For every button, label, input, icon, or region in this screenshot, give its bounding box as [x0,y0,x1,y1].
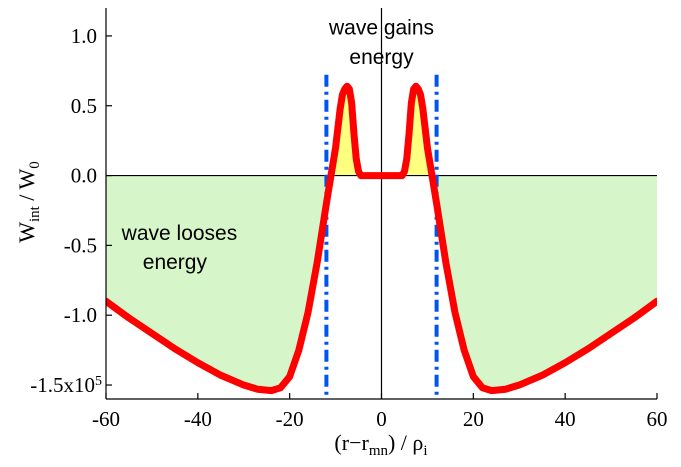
y-tick-label: 0.5 [71,94,97,118]
y-tick-label: -1.0 [64,303,97,327]
axes [105,8,658,400]
x-axis-label: (r−rmn) / ρi [334,430,427,459]
annotations: wave gains energy wave looses energy [121,17,434,275]
y-tick-label: 1.0 [71,24,97,48]
annotation-loss-line1: wave looses [121,222,238,245]
x-tick-label: 0 [376,407,387,431]
annotation-gain-line1: wave gains [328,17,434,40]
x-tick-label: 20 [463,407,484,431]
annotation-loss-line2: energy [143,251,208,274]
series-line [106,82,657,395]
x-tick-label: -40 [184,407,212,431]
y-axis-label: Wint / W0 [14,161,43,243]
x-tick-label: -20 [276,407,304,431]
x-tick-label: -60 [92,407,120,431]
y-tick-label: -0.5 [64,233,97,257]
y-tick-label: 0.0 [71,164,97,188]
energy-loss-fill [106,175,657,391]
tick-labels: -60 -40 -20 0 20 40 60 1.0 0.5 0.0 -0.5 -1.0 -1.5x10… [30,24,667,431]
y-tick-label: -1.5x105 [30,373,102,397]
annotation-gain-line2: energy [349,46,414,69]
x-tick-label: 60 [647,407,668,431]
x-tick-label: 40 [555,407,576,431]
series-layer [106,82,657,395]
